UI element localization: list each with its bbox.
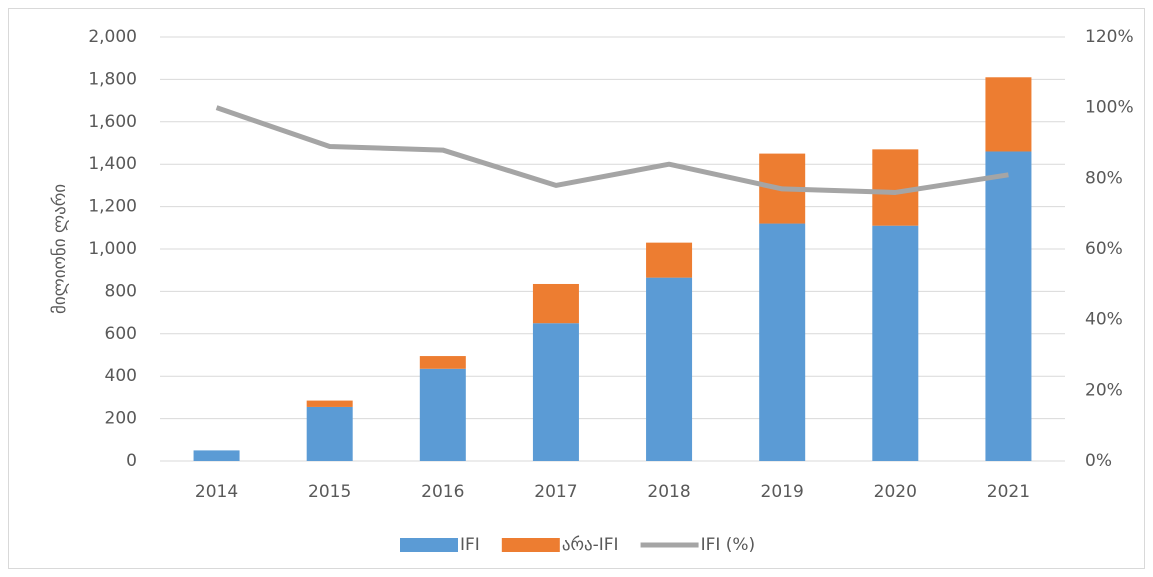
x-tick-label: 2020	[874, 482, 917, 502]
legend-label: არა-IFI	[562, 535, 619, 555]
bar	[872, 149, 919, 226]
bar	[646, 277, 693, 461]
y2-tick-label: 0%	[1085, 451, 1112, 471]
y2-tick-label: 80%	[1085, 168, 1123, 188]
y-tick-label: 1,400	[88, 154, 137, 174]
y2-tick-label: 40%	[1085, 310, 1123, 330]
y2-tick-label: 100%	[1085, 98, 1134, 118]
bar	[985, 151, 1032, 462]
x-tick-label: 2017	[534, 482, 577, 502]
bar	[985, 77, 1032, 152]
bar	[419, 356, 466, 369]
bar	[646, 242, 693, 278]
y-tick-label: 1,200	[88, 197, 137, 217]
y-tick-label: 200	[105, 409, 137, 429]
bar	[306, 406, 353, 461]
bar	[532, 323, 579, 461]
bar	[193, 450, 240, 461]
y-tick-label: 0	[126, 451, 137, 471]
x-tick-label: 2018	[647, 482, 690, 502]
y2-tick-label: 60%	[1085, 239, 1123, 259]
y-tick-label: 800	[105, 281, 137, 301]
y-tick-label: 1,000	[88, 239, 137, 259]
legend-swatch	[400, 538, 458, 552]
x-tick-label: 2016	[421, 482, 464, 502]
y2-tick-label: 120%	[1085, 27, 1134, 47]
legend-swatch	[501, 538, 560, 552]
y2-tick-label: 20%	[1085, 380, 1123, 400]
line	[215, 105, 1009, 195]
y-axis-label: მილიონი ლარი	[50, 184, 70, 314]
x-tick-label: 2021	[987, 482, 1030, 502]
legend-label: IFI	[460, 535, 480, 555]
y-tick-label: 400	[105, 366, 137, 386]
x-tick-label: 2014	[195, 482, 238, 502]
y-tick-label: 1,800	[88, 69, 137, 89]
y-tick-label: 600	[105, 324, 137, 344]
bar	[872, 225, 919, 461]
bar	[306, 400, 353, 407]
y-tick-label: 2,000	[88, 27, 137, 47]
bar	[419, 368, 466, 461]
x-tick-label: 2015	[308, 482, 351, 502]
y-tick-label: 1,600	[88, 112, 137, 132]
x-tick-label: 2019	[761, 482, 804, 502]
bar	[759, 223, 806, 461]
legend-label: IFI (%)	[701, 535, 756, 555]
bar	[532, 283, 579, 324]
